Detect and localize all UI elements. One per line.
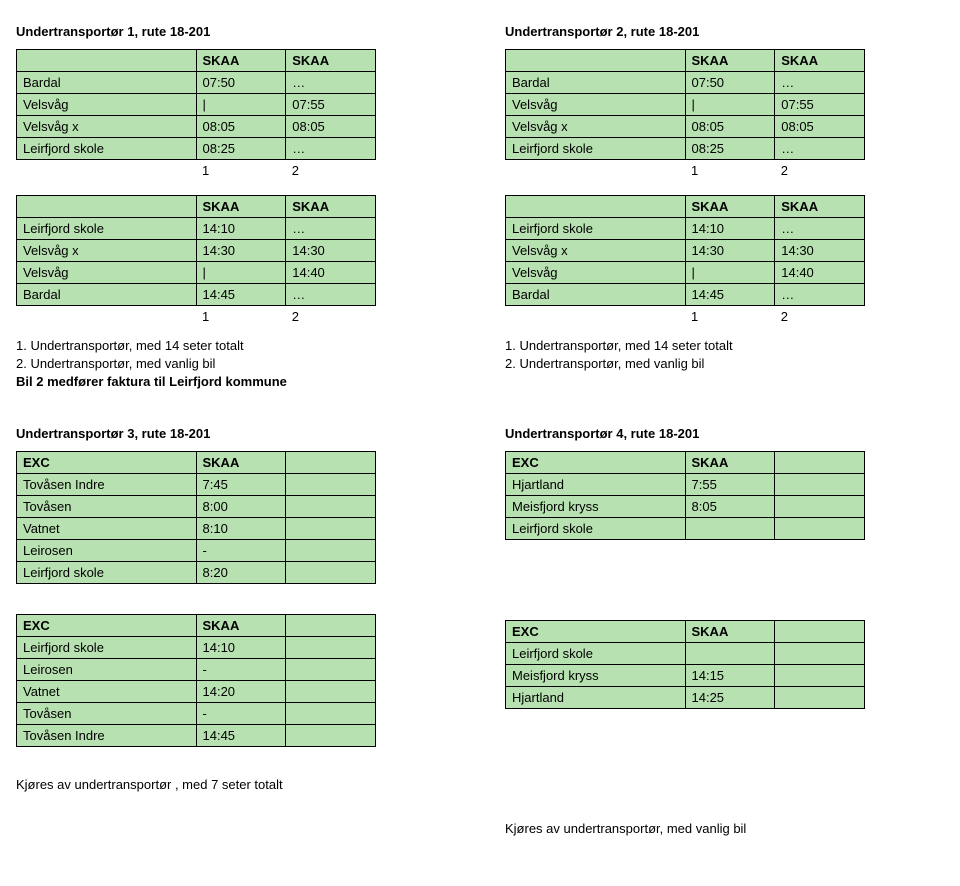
- table-u4b: EXC SKAA Leirfjord skole Meisfjord kryss…: [505, 620, 865, 709]
- table-u2b: SKAA SKAA Leirfjord skole14:10… Velsvåg …: [505, 195, 865, 327]
- table-footer: 12: [17, 160, 376, 182]
- note-u1: 1. Undertransportør, med 14 seter totalt…: [16, 337, 455, 392]
- table-row: Bardal14:45…: [506, 284, 865, 306]
- hdr-skaa: SKAA: [685, 50, 775, 72]
- table-row: Velsvåg x14:3014:30: [17, 240, 376, 262]
- table-row: Hjartland14:25: [506, 686, 865, 708]
- table-u3b: EXC SKAA Leirfjord skole14:10 Leirosen- …: [16, 614, 376, 747]
- hdr-skaa: SKAA: [685, 196, 775, 218]
- col-u3: Undertransportør 3, rute 18-201 EXC SKAA…: [16, 418, 455, 836]
- hdr-skaa: SKAA: [196, 50, 286, 72]
- hdr-skaa: SKAA: [196, 196, 286, 218]
- table-row: Leirfjord skole8:20: [17, 561, 376, 583]
- table-row: Leirfjord skole14:10…: [17, 218, 376, 240]
- hdr-exc: EXC: [17, 451, 197, 473]
- table-row: Hjartland7:55: [506, 473, 865, 495]
- col-u2: Undertransportør 2, rute 18-201 SKAA SKA…: [505, 16, 944, 392]
- table-row: Vatnet8:10: [17, 517, 376, 539]
- table-row: Tovåsen8:00: [17, 495, 376, 517]
- table-row: Velsvåg x14:3014:30: [506, 240, 865, 262]
- table-row: Velsvåg x08:0508:05: [506, 116, 865, 138]
- table-row: Bardal07:50…: [506, 72, 865, 94]
- table-row: Bardal07:50…: [17, 72, 376, 94]
- title-u3: Undertransportør 3, rute 18-201: [16, 426, 455, 441]
- hdr-skaa: SKAA: [286, 196, 376, 218]
- table-row: Tovåsen Indre14:45: [17, 724, 376, 746]
- table-row: Leirosen-: [17, 539, 376, 561]
- table-footer: 12: [17, 306, 376, 328]
- table-u2a: SKAA SKAA Bardal07:50… Velsvåg|07:55 Vel…: [505, 49, 865, 181]
- table-row: Velsvåg|07:55: [506, 94, 865, 116]
- table-row: Velsvåg|14:40: [17, 262, 376, 284]
- table-row: Leirfjord skole14:10…: [506, 218, 865, 240]
- table-u3a: EXC SKAA Tovåsen Indre7:45 Tovåsen8:00 V…: [16, 451, 376, 584]
- table-row: Meisfjord kryss14:15: [506, 664, 865, 686]
- hdr-skaa: SKAA: [685, 451, 775, 473]
- footer-u3: Kjøres av undertransportør , med 7 seter…: [16, 777, 455, 792]
- table-row: Vatnet14:20: [17, 680, 376, 702]
- hdr-skaa: SKAA: [196, 614, 286, 636]
- table-row: Velsvåg x08:0508:05: [17, 116, 376, 138]
- hdr-blank: [17, 50, 197, 72]
- table-row: Leirfjord skole08:25…: [506, 138, 865, 160]
- title-u1: Undertransportør 1, rute 18-201: [16, 24, 455, 39]
- table-row: Leirosen-: [17, 658, 376, 680]
- hdr-skaa: SKAA: [775, 50, 865, 72]
- hdr-exc: EXC: [506, 620, 686, 642]
- note-u2: 1. Undertransportør, med 14 seter totalt…: [505, 337, 944, 373]
- table-row: Leirfjord skole: [506, 517, 865, 539]
- table-row: Bardal14:45…: [17, 284, 376, 306]
- table-footer: 12: [506, 160, 865, 182]
- hdr-exc: EXC: [506, 451, 686, 473]
- table-row: Velsvåg|07:55: [17, 94, 376, 116]
- table-row: Meisfjord kryss8:05: [506, 495, 865, 517]
- hdr-skaa: SKAA: [196, 451, 286, 473]
- title-u4: Undertransportør 4, rute 18-201: [505, 426, 944, 441]
- hdr-skaa: SKAA: [775, 196, 865, 218]
- footer-u4: Kjøres av undertransportør, med vanlig b…: [505, 821, 944, 836]
- table-u1a: SKAA SKAA Bardal07:50… Velsvåg|07:55 Vel…: [16, 49, 376, 181]
- table-row: Tovåsen-: [17, 702, 376, 724]
- table-row: Velsvåg|14:40: [506, 262, 865, 284]
- table-u1b: SKAA SKAA Leirfjord skole14:10… Velsvåg …: [16, 195, 376, 327]
- table-row: Leirfjord skole08:25…: [17, 138, 376, 160]
- col-u4: Undertransportør 4, rute 18-201 EXC SKAA…: [505, 418, 944, 836]
- hdr-exc: EXC: [17, 614, 197, 636]
- table-row: Leirfjord skole: [506, 642, 865, 664]
- title-u2: Undertransportør 2, rute 18-201: [505, 24, 944, 39]
- table-row: Leirfjord skole14:10: [17, 636, 376, 658]
- col-u1: Undertransportør 1, rute 18-201 SKAA SKA…: [16, 16, 455, 392]
- table-row: Tovåsen Indre7:45: [17, 473, 376, 495]
- table-footer: 12: [506, 306, 865, 328]
- table-u4a: EXC SKAA Hjartland7:55 Meisfjord kryss8:…: [505, 451, 865, 540]
- hdr-skaa: SKAA: [685, 620, 775, 642]
- hdr-skaa: SKAA: [286, 50, 376, 72]
